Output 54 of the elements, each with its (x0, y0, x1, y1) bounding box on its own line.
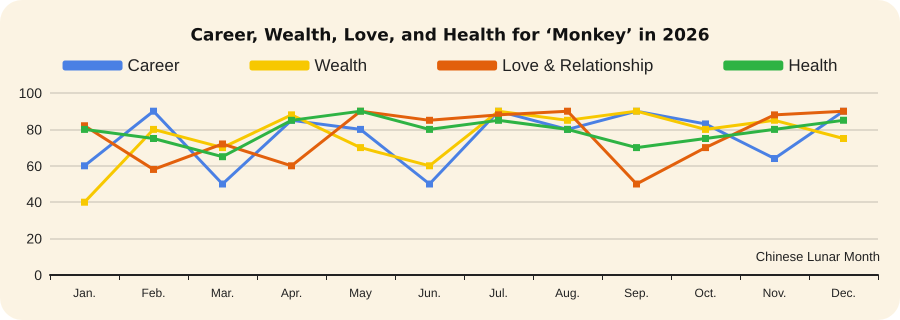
x-tick-label: May (349, 286, 372, 300)
point (357, 144, 364, 152)
point (81, 198, 88, 206)
point (81, 126, 88, 133)
legend-label: Wealth (314, 56, 368, 75)
point (426, 162, 433, 170)
point (288, 162, 295, 170)
y-tick-label: 40 (26, 194, 42, 210)
x-tick-label: Sep. (624, 286, 649, 300)
point (771, 126, 778, 133)
legend-label: Career (128, 56, 180, 75)
point (702, 144, 709, 152)
point (702, 126, 709, 133)
point (771, 155, 778, 162)
legend-label: Love & Relationship (502, 56, 654, 75)
x-tick-label: Aug. (555, 286, 580, 300)
x-tick-label: Dec. (831, 286, 856, 300)
point (219, 140, 226, 148)
point (219, 153, 226, 160)
point (150, 135, 157, 142)
point (150, 166, 157, 173)
point (357, 126, 364, 133)
x-tick-label: Oct. (694, 286, 717, 300)
x-tick-label: Jan. (73, 286, 96, 300)
point (771, 111, 778, 118)
x-tick-label: Jul. (489, 286, 508, 300)
point (564, 116, 571, 124)
point (702, 135, 709, 142)
point (840, 135, 847, 142)
y-tick-label: 60 (26, 158, 42, 174)
y-tick-label: 100 (18, 85, 42, 101)
x-tick-label: Mar. (210, 286, 234, 300)
y-tick-label: 80 (26, 121, 42, 138)
legend-label: Health (788, 56, 838, 75)
point (150, 126, 157, 133)
point (633, 144, 640, 152)
x-axis-title: Chinese Lunar Month (756, 249, 880, 264)
x-tick-label: Nov. (762, 286, 786, 300)
chart-title: Career, Wealth, Love, and Health for ‘Monkey’ in 2026 (190, 26, 710, 46)
x-tick-label: Feb. (141, 286, 166, 300)
point (426, 180, 433, 188)
point (495, 116, 502, 124)
x-tick-label: Apr. (280, 286, 302, 300)
point (219, 180, 226, 188)
point (81, 162, 88, 170)
y-tick-label: 0 (34, 267, 42, 283)
x-tick-label: Jun. (418, 286, 441, 300)
point (150, 108, 157, 115)
point (426, 116, 433, 124)
point (633, 180, 640, 188)
point (840, 116, 847, 124)
point (564, 108, 571, 115)
y-tick-label: 20 (26, 230, 42, 247)
point (426, 126, 433, 133)
